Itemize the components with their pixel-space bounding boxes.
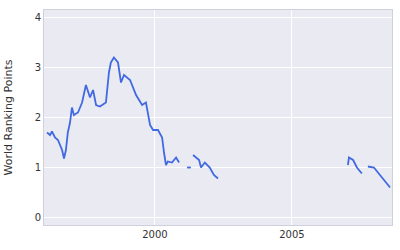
svg-text:3: 3 [35,62,41,73]
svg-text:4: 4 [35,12,41,23]
svg-text:2000: 2000 [142,229,167,240]
svg-text:0: 0 [35,212,41,223]
svg-text:2005: 2005 [279,229,304,240]
svg-text:1: 1 [35,162,41,173]
svg-text:2: 2 [35,112,41,123]
svg-text:World Ranking Points: World Ranking Points [2,59,15,175]
